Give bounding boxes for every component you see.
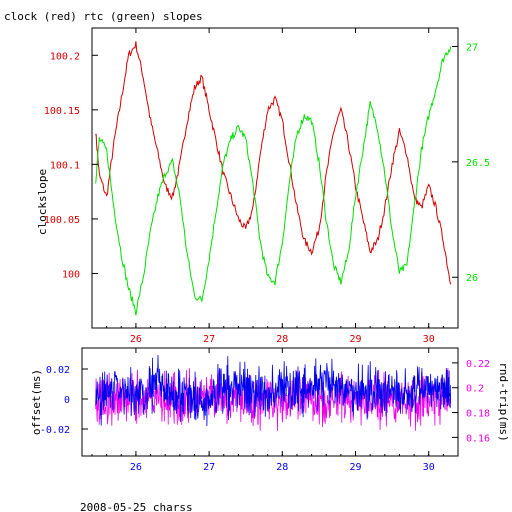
x-tick-label: 30 — [423, 462, 435, 473]
x-tick-label: 26 — [130, 462, 142, 473]
offset-series-line — [95, 354, 452, 427]
x-tick-label: 29 — [349, 334, 361, 345]
bottom-plot-panel: 26 27 28 29 30 -0.02 0 0.02 0.16 0.18 0.2 0.22 of… — [30, 347, 510, 473]
right-y-tick-label: 26.5 — [466, 158, 490, 169]
x-tick-label: 28 — [276, 462, 288, 473]
left-y-tick-label: 100.05 — [44, 215, 80, 226]
right-y-tick-label: 0.18 — [466, 409, 490, 420]
rtc-series-line — [95, 46, 452, 316]
left-y-tick-label: 100.15 — [44, 106, 80, 117]
chart-title: clock (red) rtc (green) slopes — [4, 10, 203, 23]
left-y-tick-label: 0.02 — [46, 365, 70, 376]
clock-series-line — [95, 41, 452, 285]
x-tick-label: 30 — [423, 334, 435, 345]
bottom-x-axis: 26 27 28 29 30 — [91, 348, 459, 473]
left-y-tick-label: 100.1 — [50, 160, 80, 171]
right-y-tick-label: 0.16 — [466, 433, 490, 444]
x-tick-label: 29 — [349, 462, 361, 473]
chart-footer: 2008-05-25 charss — [80, 501, 193, 512]
left-y-tick-label: -0.02 — [40, 425, 70, 436]
x-tick-label: 28 — [276, 334, 288, 345]
bottom-plot-frame — [81, 347, 459, 457]
bottom-left-axis-label: offset(ms) — [30, 369, 43, 435]
bottom-right-axis: 0.16 0.18 0.2 0.22 — [452, 359, 490, 444]
top-right-axis: 26 26.5 27 — [452, 42, 490, 284]
bottom-left-axis: -0.02 0 0.02 — [40, 365, 88, 436]
left-y-tick-label: 100 — [62, 269, 80, 280]
x-tick-label: 27 — [203, 334, 215, 345]
left-y-tick-label: 100.2 — [50, 51, 80, 62]
rtc-series-group — [95, 46, 452, 316]
top-left-axis: 100 100.05 100.1 100.15 100.2 — [44, 51, 98, 280]
x-tick-label: 27 — [203, 462, 215, 473]
right-y-tick-label: 0.22 — [466, 359, 490, 370]
right-y-tick-label: 27 — [466, 42, 478, 53]
left-y-tick-label: 0 — [64, 395, 70, 406]
offset-series-group — [95, 354, 452, 427]
right-y-tick-label: 26 — [466, 273, 478, 284]
top-plot-frame — [91, 27, 459, 329]
x-tick-label: 26 — [130, 334, 142, 345]
clock-series-group — [95, 41, 452, 285]
right-y-tick-label: 0.2 — [466, 384, 484, 395]
bottom-right-axis-label: rnd-trip(ms) — [497, 362, 510, 441]
top-left-axis-label: clockslope — [36, 169, 49, 235]
top-x-axis: 26 27 28 29 30 — [91, 28, 459, 345]
